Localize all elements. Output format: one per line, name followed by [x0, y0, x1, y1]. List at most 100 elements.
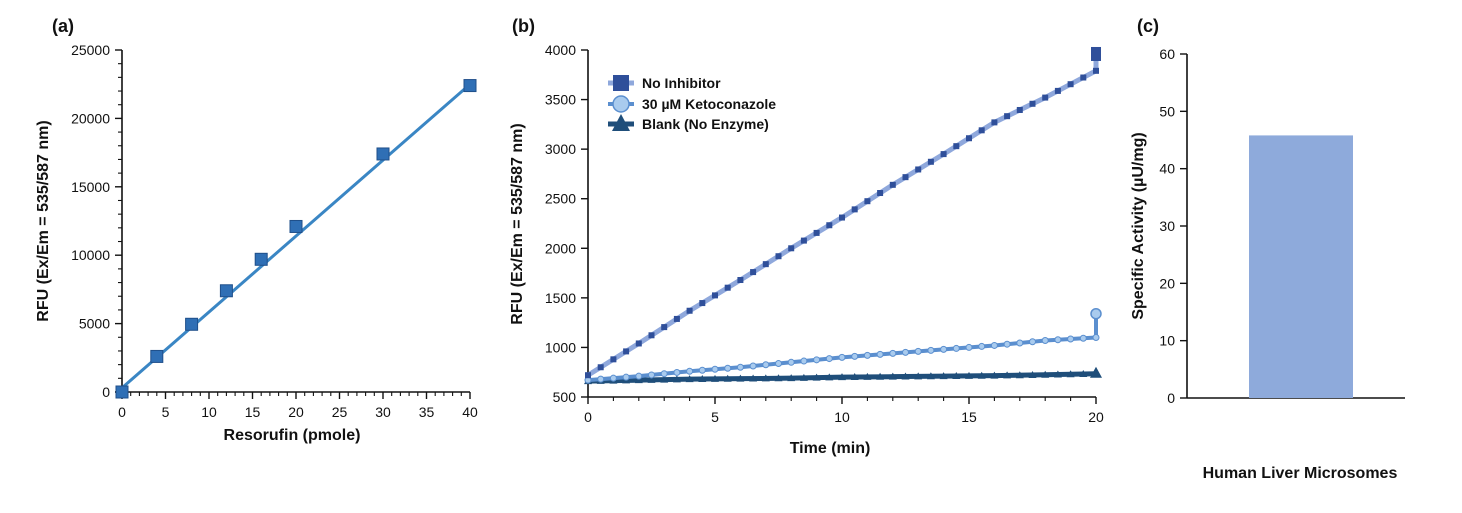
- y-tick-label: 20000: [71, 110, 110, 126]
- legend-square-marker: [613, 75, 629, 91]
- data-point-triangle: [850, 373, 859, 381]
- data-point-circle: [673, 368, 681, 376]
- data-point-square: [788, 245, 795, 252]
- data-point-triangle: [787, 374, 796, 382]
- data-point-square: [185, 317, 199, 331]
- data-point-circle: [889, 349, 897, 357]
- y-tick-label: 10: [1159, 333, 1175, 349]
- data-point-square: [800, 237, 807, 244]
- data-point-circle: [876, 350, 884, 358]
- data-point-square: [1054, 87, 1061, 94]
- data-point-square: [775, 253, 782, 260]
- data-point-square: [610, 356, 617, 363]
- data-point-circle: [800, 357, 808, 365]
- data-point-triangle: [965, 371, 973, 379]
- y-tick-label: 2500: [545, 191, 576, 207]
- y-tick-label: 50: [1159, 103, 1175, 119]
- data-point-circle: [698, 366, 706, 374]
- data-point-circle: [1003, 340, 1011, 348]
- data-point-square: [966, 135, 972, 142]
- x-tick-label: 0: [584, 409, 592, 425]
- data-point-square: [289, 219, 303, 233]
- data-point-circle: [635, 372, 643, 380]
- y-tick-label: 500: [553, 389, 577, 405]
- data-point-square: [762, 261, 769, 268]
- panel-c-x-axis-label: Human Liver Microsomes: [1203, 465, 1398, 482]
- data-point-square: [813, 229, 820, 236]
- x-tick-label: 40: [462, 404, 478, 420]
- x-tick-label: 15: [961, 409, 977, 425]
- data-point-triangle: [1015, 371, 1024, 379]
- data-point-end: [1090, 307, 1102, 320]
- data-point-circle: [825, 355, 833, 363]
- data-point-triangle: [888, 372, 897, 380]
- data-point-triangle: [774, 374, 783, 382]
- y-tick-label: 3000: [545, 141, 576, 157]
- y-tick-label: 1000: [545, 339, 576, 355]
- y-tick-label: 1500: [545, 290, 576, 306]
- data-point-circle: [762, 361, 770, 369]
- data-point-triangle: [1003, 371, 1012, 379]
- data-point-square: [635, 340, 642, 347]
- data-point-circle: [851, 352, 859, 360]
- data-point-triangle: [863, 372, 872, 380]
- y-tick-label: 20: [1159, 275, 1175, 291]
- panel-a-label: (a): [52, 16, 74, 36]
- y-tick-label: 2000: [545, 240, 576, 256]
- data-point-triangle: [838, 373, 846, 381]
- data-point-circle: [863, 351, 871, 359]
- data-point-square: [623, 348, 630, 355]
- data-point-square: [115, 385, 129, 399]
- panel-c-y-axis-label: Specific Activity (µU/mg): [1130, 132, 1147, 319]
- fit-line: [121, 83, 471, 390]
- data-point-square: [864, 198, 871, 205]
- data-point-square: [724, 284, 731, 291]
- data-point-end: [1090, 366, 1102, 378]
- x-tick-label: 30: [375, 404, 391, 420]
- series-line: [587, 313, 1098, 383]
- data-point-square: [915, 166, 922, 173]
- data-point-square: [648, 332, 655, 339]
- data-point-circle: [965, 343, 973, 351]
- panel-a-resorufin-standard-curve: (a) 0 5000 10000 15000 20000 25000 0 5 10 15 20 25…: [35, 16, 478, 444]
- panel-b-x-axis-label: Time (min): [790, 440, 871, 457]
- data-point-square: [737, 277, 744, 284]
- data-point-square: [826, 222, 833, 229]
- data-point-circle: [597, 375, 605, 383]
- series-no-inhibitor: [585, 46, 1101, 379]
- panel-a-x-axis-label: Resorufin (pmole): [224, 427, 361, 444]
- data-point-square: [463, 79, 477, 93]
- data-point-triangle: [812, 373, 821, 381]
- data-point-triangle: [685, 375, 694, 383]
- data-point-triangle: [736, 374, 745, 382]
- data-point-triangle: [1066, 370, 1075, 378]
- x-tick-label: 5: [162, 404, 170, 420]
- panel-a-y-axis-label: RFU (Ex/Em = 535/587 nm): [35, 120, 52, 321]
- data-point-square: [686, 307, 693, 314]
- y-tick-label: 30: [1159, 218, 1175, 234]
- data-point-circle: [813, 356, 821, 364]
- data-point-triangle: [990, 371, 999, 379]
- y-tick-label: 15000: [71, 179, 110, 195]
- data-point-triangle: [876, 372, 885, 380]
- data-point-square: [750, 269, 757, 276]
- series-ketoconazole: [584, 307, 1102, 384]
- data-point-square: [597, 364, 604, 371]
- x-tick-label: 10: [834, 409, 850, 425]
- y-tick-label: 0: [102, 384, 110, 400]
- panel-b-label: (b): [512, 16, 535, 36]
- legend-circle-marker: [612, 95, 630, 113]
- data-point-circle: [1054, 336, 1062, 344]
- data-point-triangle: [1053, 370, 1062, 378]
- data-point-circle: [838, 353, 846, 361]
- data-point-circle: [736, 363, 744, 371]
- data-point-triangle: [939, 372, 948, 380]
- data-point-square: [1016, 106, 1023, 113]
- legend-label-no-inhibitor: No Inhibitor: [642, 75, 721, 91]
- data-point-circle: [1041, 336, 1049, 344]
- y-tick-label: 40: [1159, 161, 1175, 177]
- data-point-square: [889, 181, 896, 188]
- data-point-square: [991, 119, 998, 126]
- data-point-square: [673, 315, 680, 322]
- data-point-triangle: [901, 372, 910, 380]
